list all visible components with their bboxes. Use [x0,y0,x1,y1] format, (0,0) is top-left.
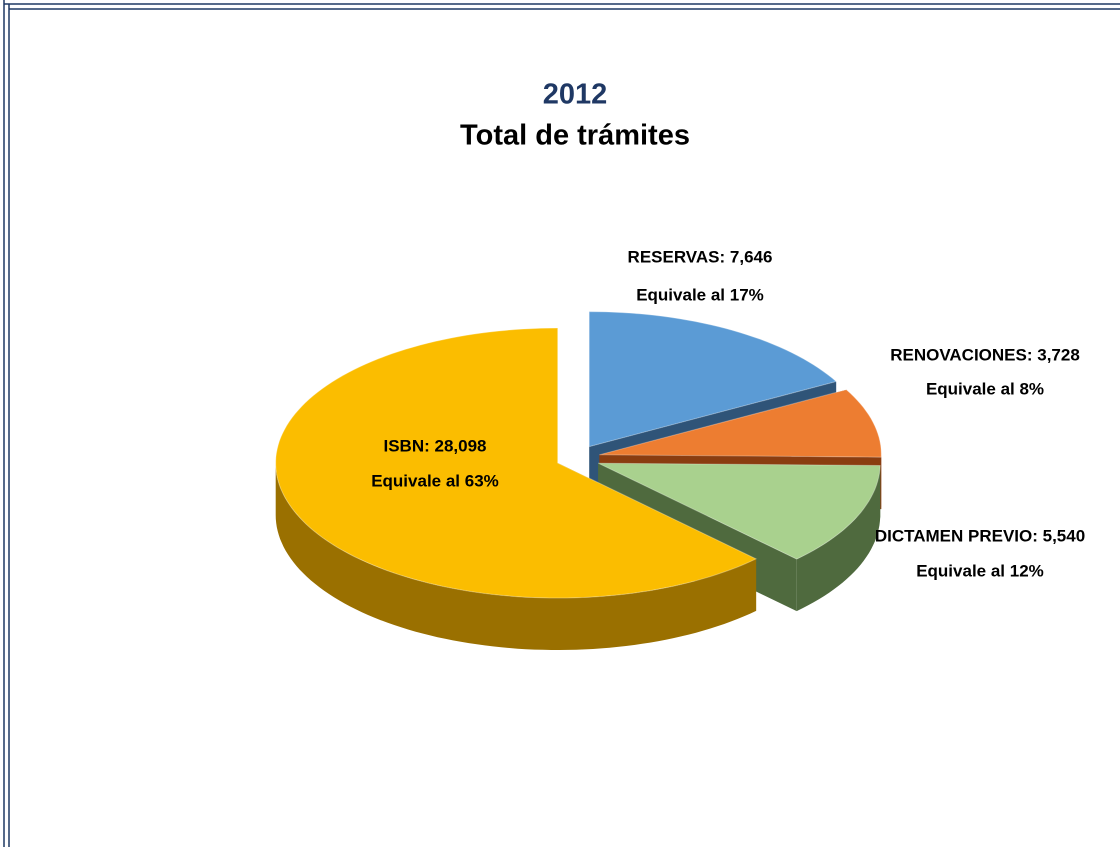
data-label: RENOVACIONES: 3,728 [890,345,1080,364]
data-label: Equivale al 17% [636,285,764,304]
chart-supertitle: 2012 [543,79,608,111]
data-label: Equivale al 12% [916,561,1044,580]
chart-title: Total de trámites [460,120,690,152]
slice [597,462,881,560]
slice-side [275,463,757,650]
data-label: ISBN: 28,098 [384,436,487,455]
slice [599,389,882,458]
data-label: RESERVAS: 7,646 [628,247,773,266]
slice-side [796,465,881,612]
data-label: DICTAMEN PREVIO: 5,540 [875,526,1085,545]
data-label: Equivale al 8% [926,379,1044,398]
slice [275,327,758,599]
data-label: Equivale al 63% [371,471,499,490]
slice [588,311,838,448]
